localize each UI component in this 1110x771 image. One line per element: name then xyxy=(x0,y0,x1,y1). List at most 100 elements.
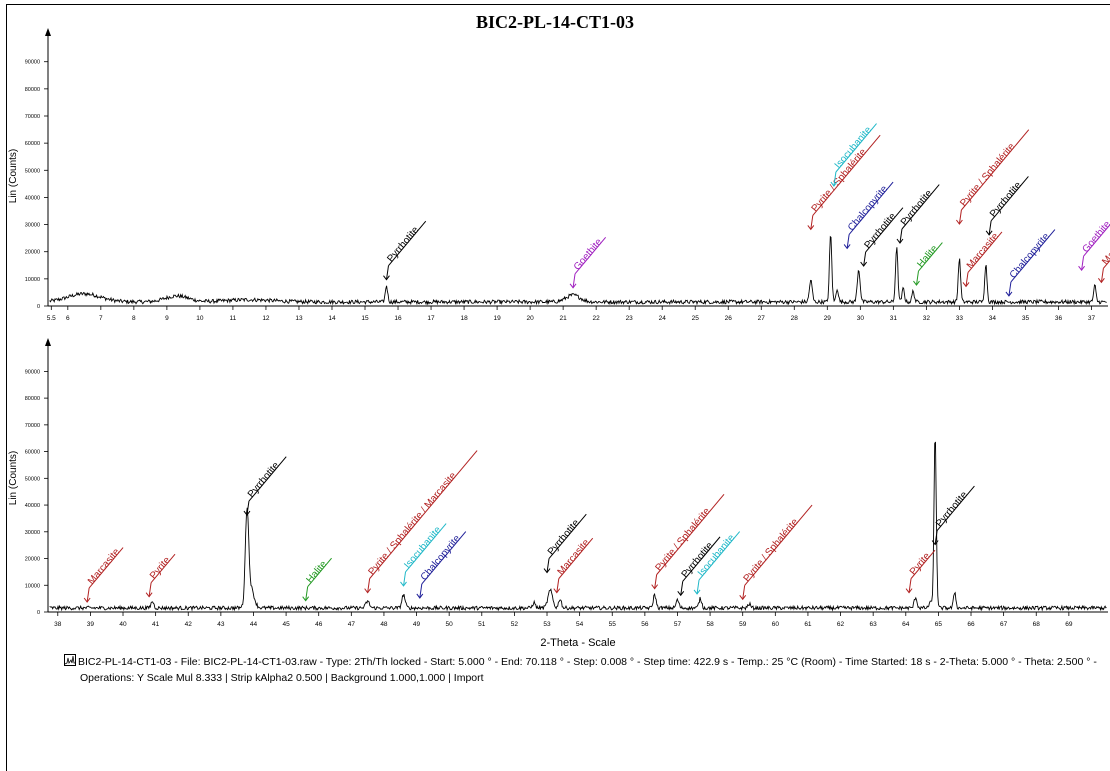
annotation-label: Pyrrhotite xyxy=(988,180,1024,220)
annotation-arrow-shaft xyxy=(846,234,850,249)
annotation-label: Pyrite xyxy=(908,551,933,578)
annotation-arrowhead xyxy=(739,595,747,601)
annotation-arrow-shaft xyxy=(965,272,969,287)
y-tick-label: 50000 xyxy=(25,168,40,174)
annotation-underline xyxy=(1010,229,1056,283)
annotation-arrowhead xyxy=(243,510,251,516)
y-tick-label: 40000 xyxy=(25,503,40,509)
annotation-arrow-shaft xyxy=(86,587,90,603)
phase-annotation: Pyrite / Sphalérite / Marcasite xyxy=(364,450,478,594)
x-tick-label: 35 xyxy=(1022,315,1030,322)
annotation-arrowhead xyxy=(145,592,153,598)
annotation-underline xyxy=(656,494,725,575)
annotation-arrow-shaft xyxy=(680,581,684,596)
annotation-label: Pyrrhotite xyxy=(934,489,970,529)
x-tick-label: 5.5 xyxy=(47,315,56,322)
x-tick-label: 42 xyxy=(185,621,193,628)
x-tick-label: 61 xyxy=(804,621,812,628)
phase-annotation: Marcasite xyxy=(83,546,124,603)
scan-legend-icon xyxy=(64,654,76,666)
x-tick-label: 56 xyxy=(641,621,649,628)
diffraction-trace xyxy=(49,235,1107,306)
x-axis-label: 2-Theta - Scale xyxy=(540,637,615,649)
x-tick-label: 24 xyxy=(659,315,667,322)
caption-line-1: BIC2-PL-14-CT1-03 - File: BIC2-PL-14-CT1… xyxy=(64,654,1104,670)
x-tick-label: 30 xyxy=(857,315,865,322)
x-tick-label: 36 xyxy=(1055,315,1063,322)
phase-annotation: Pyrrhotite xyxy=(985,176,1029,236)
annotation-label: Pyrrhotite xyxy=(385,224,421,264)
y-tick-label: 30000 xyxy=(25,223,40,229)
y-tick-label: 70000 xyxy=(25,114,40,120)
x-tick-label: 45 xyxy=(282,621,290,628)
top-panel: 0 10000 20000 30000 40000 50000 60000 70000 8000… xyxy=(8,28,1110,322)
annotation-arrow-shaft xyxy=(863,252,867,267)
annotation-label: Goethite xyxy=(572,236,605,272)
annotation-arrowhead xyxy=(543,568,551,574)
y-tick-label: 40000 xyxy=(25,195,40,201)
phase-annotation: Pyrrhotite xyxy=(383,220,427,281)
annotation-underline xyxy=(1083,223,1110,257)
annotation-arrowhead xyxy=(896,238,904,244)
annotation-arrow-shaft xyxy=(934,530,938,545)
annotation-underline xyxy=(548,513,587,559)
annotation-underline xyxy=(248,456,287,502)
annotation-arrow-shaft xyxy=(908,578,912,593)
annotation-arrowhead xyxy=(383,275,390,281)
annotation-arrowhead xyxy=(400,581,407,587)
x-tick-label: 54 xyxy=(576,621,584,628)
annotation-arrow-shaft xyxy=(988,220,992,235)
x-tick-label: 29 xyxy=(824,315,832,322)
annotation-arrowhead xyxy=(1005,291,1013,297)
annotation-underline xyxy=(369,450,478,579)
annotation-arrow-shaft xyxy=(696,579,700,595)
x-tick-label: 60 xyxy=(772,621,780,628)
annotation-arrowhead xyxy=(985,230,993,236)
y-axis-arrow xyxy=(45,338,51,346)
x-tick-label: 28 xyxy=(791,315,799,322)
annotation-underline xyxy=(967,231,1003,273)
annotation-underline xyxy=(901,184,940,230)
annotation-underline xyxy=(574,237,607,275)
annotation-arrowhead xyxy=(860,261,868,267)
annotation-underline xyxy=(150,553,176,583)
y-tick-label: 20000 xyxy=(25,250,40,256)
annotation-underline xyxy=(88,547,124,589)
annotation-arrowhead xyxy=(83,597,91,603)
annotation-arrow-shaft xyxy=(556,578,560,593)
x-tick-label: 6 xyxy=(66,315,70,322)
annotation-underline xyxy=(961,129,1030,211)
annotation-arrow-shaft xyxy=(246,501,250,516)
annotation-arrowhead xyxy=(905,588,913,594)
annotation-label: Pyrrhotite xyxy=(899,188,935,228)
x-tick-label: 18 xyxy=(460,315,468,322)
x-tick-label: 7 xyxy=(99,315,103,322)
annotation-label: Marcasite xyxy=(965,231,1002,272)
annotation-arrowhead xyxy=(677,591,685,597)
y-tick-label: 90000 xyxy=(25,60,40,66)
y-tick-label: 50000 xyxy=(25,476,40,482)
annotation-underline xyxy=(910,549,936,579)
x-tick-label: 65 xyxy=(935,621,943,628)
annotation-arrow-shaft xyxy=(1100,268,1104,283)
annotation-label: Marcasite xyxy=(86,546,123,587)
x-tick-label: 38 xyxy=(54,621,62,628)
x-tick-label: 8 xyxy=(132,315,136,322)
annotation-arrowhead xyxy=(416,593,424,599)
caption-line-2: Operations: Y Scale Mul 8.333 | Strip kA… xyxy=(80,672,484,684)
x-tick-label: 68 xyxy=(1033,621,1041,628)
annotation-arrow-shaft xyxy=(833,171,837,187)
x-tick-label: 55 xyxy=(609,621,617,628)
x-tick-label: 40 xyxy=(119,621,127,628)
annotation-underline xyxy=(990,176,1029,222)
annotation-underline xyxy=(936,485,975,531)
caption-text-1: BIC2-PL-14-CT1-03 - File: BIC2-PL-14-CT1… xyxy=(78,656,1097,668)
annotation-arrow-shaft xyxy=(915,271,919,286)
annotation-underline xyxy=(835,123,877,173)
annotation-underline xyxy=(558,537,594,579)
x-tick-label: 62 xyxy=(837,621,845,628)
annotation-label: Pyrite xyxy=(148,555,173,582)
annotation-underline xyxy=(812,134,881,216)
x-tick-label: 58 xyxy=(706,621,714,628)
y-axis-arrow xyxy=(45,28,51,36)
